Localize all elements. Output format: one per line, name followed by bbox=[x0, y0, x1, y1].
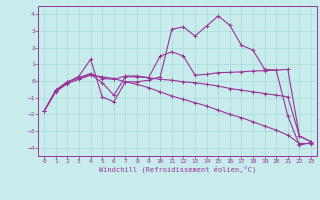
X-axis label: Windchill (Refroidissement éolien,°C): Windchill (Refroidissement éolien,°C) bbox=[99, 166, 256, 173]
